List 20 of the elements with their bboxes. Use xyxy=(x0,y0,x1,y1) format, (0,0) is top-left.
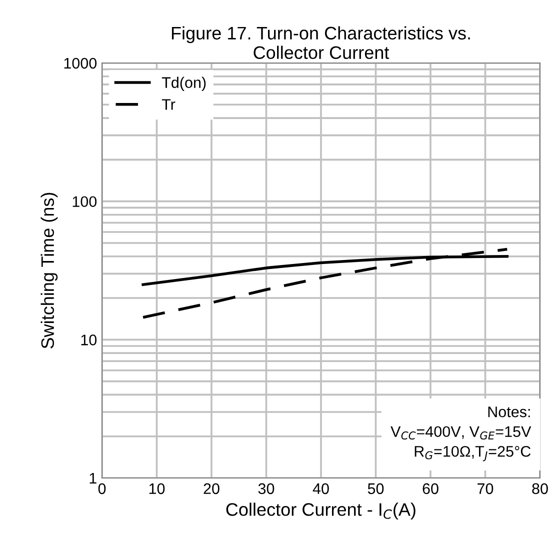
legend-label: Tr xyxy=(162,99,176,110)
x-tick-label: 50 xyxy=(368,483,384,494)
text: Notes: V$_{CC}$=400V, V$_{GE}$=15V R$_{G}$=10Ω,T$_{J}$=25°C xyxy=(390,406,532,462)
y-tick-label: 100 xyxy=(72,196,97,208)
x-tick-label: 70 xyxy=(478,483,494,494)
x-tick-label: 30 xyxy=(258,483,274,494)
x-tick-label: 60 xyxy=(422,483,438,494)
chart-title: Figure 17. Turn-on Characteristics vs. Collector Current xyxy=(172,26,470,60)
x-tick-label: 80 xyxy=(532,483,548,494)
x-tick-label: 0 xyxy=(98,483,106,494)
y-tick-label: 10 xyxy=(81,334,97,346)
x-axis-title: Collector Current - I$_{C}$(A) xyxy=(226,502,416,520)
x-tick-label: 20 xyxy=(204,483,220,494)
line-series xyxy=(142,248,509,319)
y-tick-label: 1 xyxy=(90,473,96,484)
y-axis-title: Switching Time (ns) xyxy=(40,192,58,348)
legend-label: Td(on) xyxy=(162,76,206,91)
x-tick-label: 10 xyxy=(149,483,165,494)
y-tick-label: 1000 xyxy=(64,58,97,69)
x-tick-label: 40 xyxy=(312,483,329,494)
